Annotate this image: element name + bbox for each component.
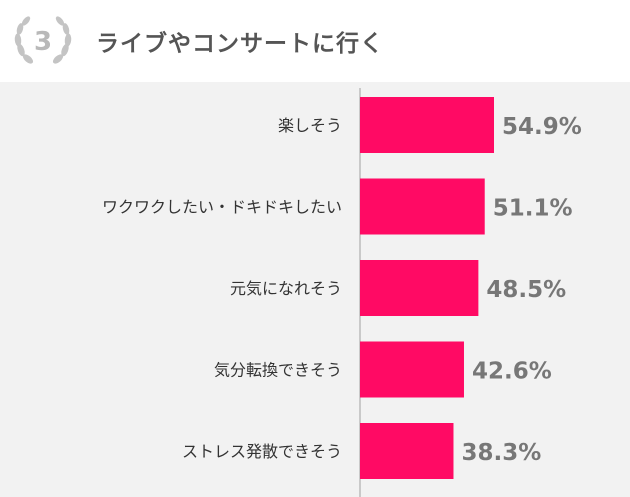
bar-chart: 楽しそう 54.9% ワクワクしたい・ドキドキしたい 51.1% 元気になれそう 48.5… — [102, 88, 582, 497]
value-label-3: 48.5% — [486, 277, 566, 303]
bar-4 — [360, 341, 464, 398]
chart-area: 楽しそう 54.9% ワクワクしたい・ドキドキしたい 51.1% 元気になれそう 48.5… — [0, 82, 630, 497]
category-label-2: ワクワクしたい・ドキドキしたい — [102, 198, 342, 217]
value-label-2: 51.1% — [493, 196, 573, 222]
bar-3 — [360, 260, 479, 316]
chart-title: ライブやコンサートに行く — [96, 31, 384, 57]
chart-header: 3 ライブやコンサートに行く — [0, 0, 630, 82]
bar-5 — [360, 423, 454, 479]
value-label-5: 38.3% — [461, 440, 541, 466]
rank-badge: 3 — [10, 14, 76, 70]
value-label-4: 42.6% — [472, 359, 552, 385]
value-label-1: 54.9% — [502, 114, 582, 140]
category-label-1: 楽しそう — [278, 116, 342, 135]
bar-2 — [360, 178, 485, 235]
category-label-5: ストレス発散できそう — [182, 442, 342, 461]
bar-1 — [360, 97, 494, 153]
category-label-3: 元気になれそう — [230, 279, 342, 298]
category-label-4: 気分転換できそう — [214, 361, 342, 380]
rank-number: 3 — [33, 27, 53, 57]
laurel-wreath-icon — [14, 16, 72, 64]
